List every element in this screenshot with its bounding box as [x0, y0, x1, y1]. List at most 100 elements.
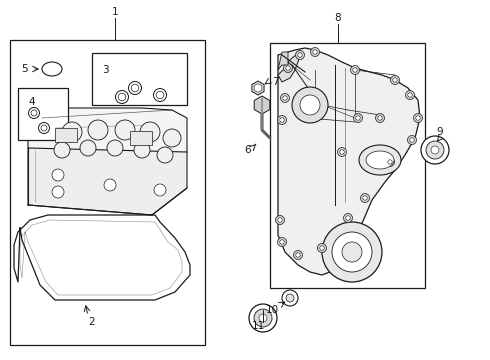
- Circle shape: [406, 90, 415, 99]
- Text: 5: 5: [21, 64, 27, 74]
- Text: 1: 1: [112, 7, 118, 17]
- Circle shape: [343, 213, 352, 222]
- Text: 10: 10: [266, 305, 278, 315]
- Circle shape: [154, 184, 166, 196]
- Circle shape: [332, 232, 372, 272]
- Text: 9: 9: [437, 127, 443, 137]
- Circle shape: [157, 147, 173, 163]
- Circle shape: [283, 96, 287, 100]
- Circle shape: [128, 81, 142, 94]
- Circle shape: [107, 140, 123, 156]
- Circle shape: [115, 120, 135, 140]
- Circle shape: [286, 66, 290, 70]
- Text: 3: 3: [102, 65, 108, 75]
- Circle shape: [388, 160, 392, 164]
- Circle shape: [292, 87, 328, 123]
- Circle shape: [104, 179, 116, 191]
- Circle shape: [282, 290, 298, 306]
- Circle shape: [52, 169, 64, 181]
- Circle shape: [116, 90, 128, 104]
- Circle shape: [426, 141, 444, 159]
- Circle shape: [363, 196, 367, 200]
- Circle shape: [340, 150, 344, 154]
- Text: 4: 4: [29, 97, 35, 107]
- Circle shape: [118, 93, 126, 101]
- Circle shape: [320, 246, 324, 250]
- Circle shape: [350, 66, 360, 75]
- Circle shape: [254, 84, 262, 92]
- Ellipse shape: [42, 62, 62, 76]
- Circle shape: [393, 78, 397, 82]
- Circle shape: [277, 116, 287, 125]
- Circle shape: [54, 142, 70, 158]
- Polygon shape: [28, 108, 187, 172]
- Circle shape: [277, 238, 287, 247]
- Polygon shape: [278, 48, 420, 275]
- Polygon shape: [278, 55, 300, 82]
- Bar: [92, 53, 187, 105]
- Circle shape: [311, 48, 319, 57]
- Circle shape: [249, 304, 277, 332]
- Circle shape: [88, 120, 108, 140]
- Circle shape: [322, 222, 382, 282]
- Circle shape: [378, 116, 382, 120]
- Circle shape: [275, 216, 285, 225]
- Circle shape: [431, 146, 439, 154]
- Circle shape: [280, 118, 284, 122]
- Bar: [130, 131, 152, 145]
- Circle shape: [62, 122, 82, 142]
- Ellipse shape: [366, 151, 394, 169]
- Circle shape: [284, 63, 293, 72]
- Text: 6: 6: [245, 145, 251, 155]
- Circle shape: [80, 140, 96, 156]
- Circle shape: [353, 68, 357, 72]
- Bar: [270, 43, 425, 288]
- Circle shape: [298, 53, 302, 57]
- Circle shape: [259, 314, 267, 322]
- Bar: [10, 40, 205, 345]
- Text: 8: 8: [335, 13, 342, 23]
- Circle shape: [280, 240, 284, 244]
- Circle shape: [153, 89, 167, 102]
- Circle shape: [163, 129, 181, 147]
- Circle shape: [294, 251, 302, 260]
- Polygon shape: [278, 52, 288, 70]
- Polygon shape: [28, 148, 187, 215]
- Circle shape: [318, 243, 326, 252]
- Bar: [18, 88, 68, 140]
- Text: 11: 11: [251, 321, 265, 331]
- Circle shape: [421, 136, 449, 164]
- Circle shape: [408, 135, 416, 144]
- Circle shape: [254, 309, 272, 327]
- Circle shape: [313, 50, 317, 54]
- Circle shape: [134, 142, 150, 158]
- Circle shape: [286, 294, 294, 302]
- Circle shape: [414, 113, 422, 122]
- Circle shape: [52, 186, 64, 198]
- Circle shape: [353, 113, 363, 122]
- Circle shape: [356, 116, 360, 120]
- Circle shape: [28, 108, 40, 118]
- Circle shape: [410, 138, 414, 142]
- Circle shape: [300, 95, 320, 115]
- Circle shape: [386, 158, 394, 166]
- Text: 2: 2: [89, 317, 96, 327]
- Bar: [55, 128, 77, 142]
- Circle shape: [278, 218, 282, 222]
- Circle shape: [346, 216, 350, 220]
- Ellipse shape: [359, 145, 401, 175]
- Circle shape: [416, 116, 420, 120]
- Circle shape: [391, 76, 399, 85]
- Circle shape: [140, 122, 160, 142]
- Circle shape: [342, 242, 362, 262]
- Circle shape: [408, 93, 412, 97]
- Circle shape: [361, 194, 369, 202]
- Circle shape: [296, 253, 300, 257]
- Circle shape: [375, 113, 385, 122]
- Circle shape: [39, 122, 49, 134]
- Circle shape: [156, 91, 164, 99]
- Text: 7: 7: [271, 77, 278, 87]
- Circle shape: [338, 148, 346, 157]
- Circle shape: [280, 94, 290, 103]
- Circle shape: [295, 50, 304, 59]
